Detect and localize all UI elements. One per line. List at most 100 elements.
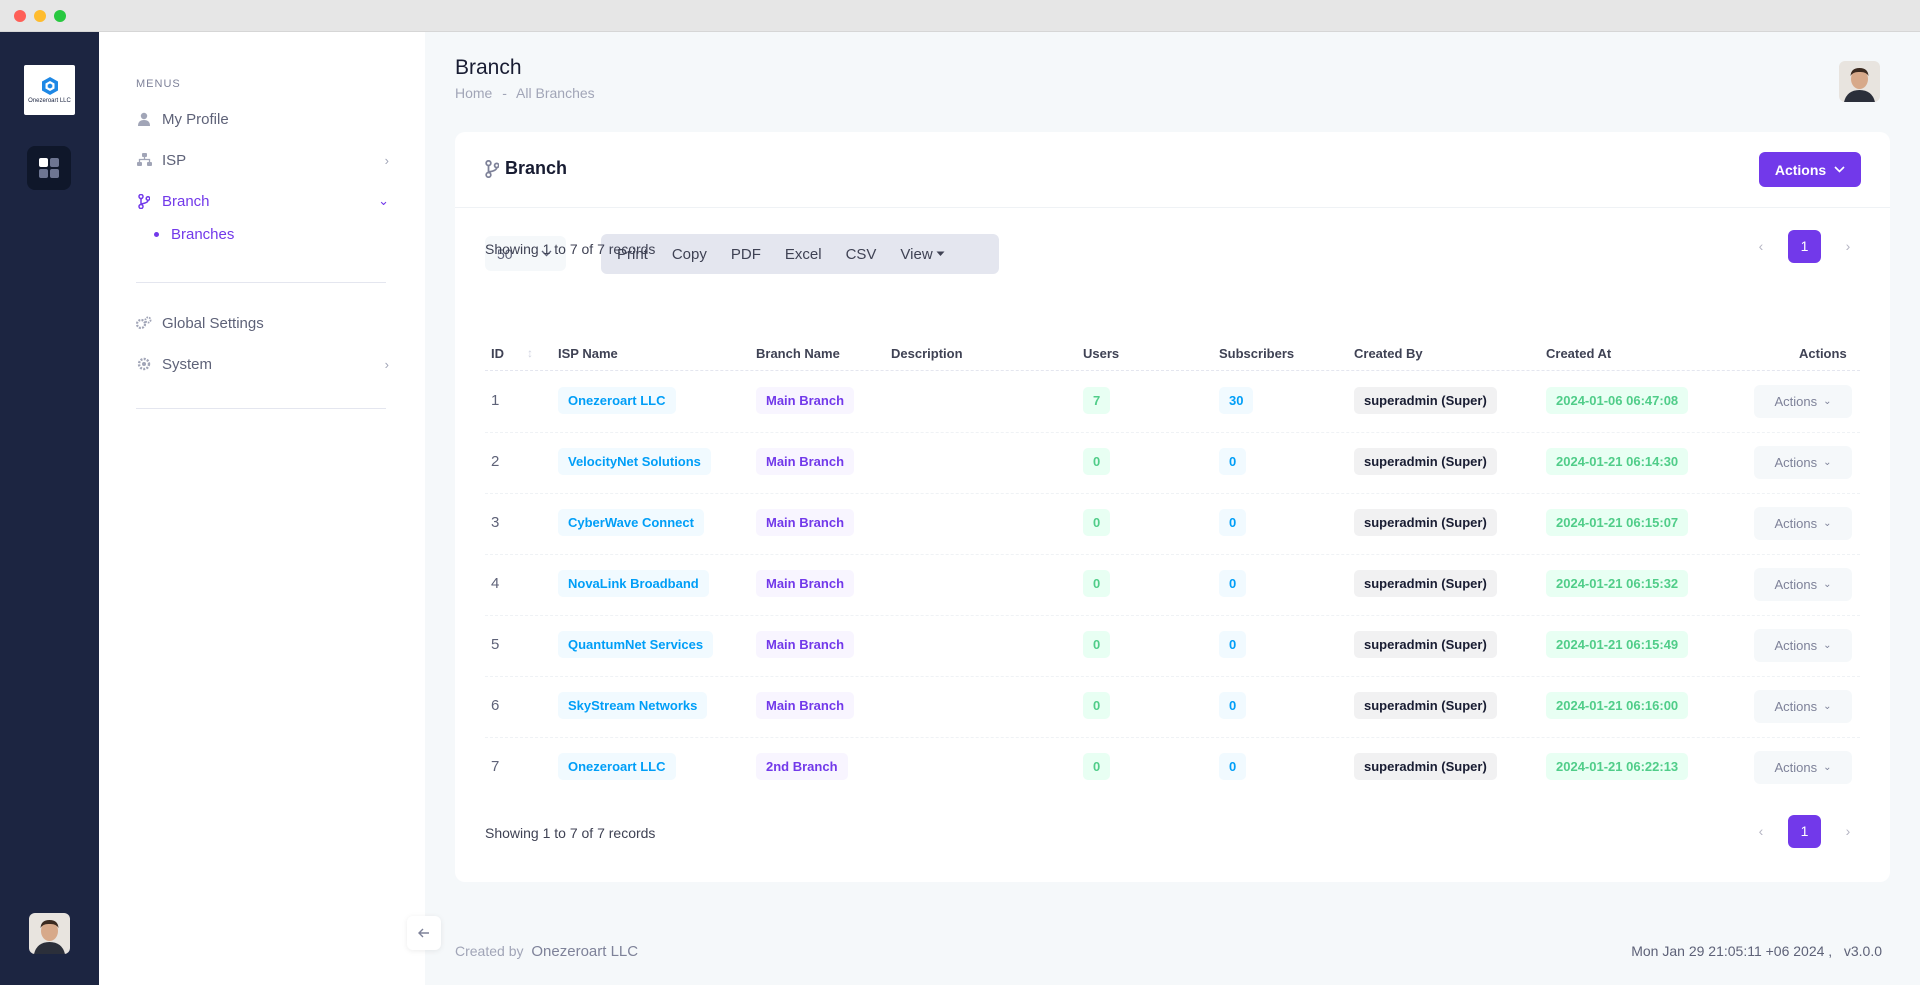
sidebar-subitem-label: Branches: [171, 225, 235, 243]
isp-name-badge[interactable]: Onezeroart LLC: [558, 387, 676, 414]
footer-brand-link[interactable]: Onezeroart LLC: [531, 943, 639, 960]
pagination-bottom: ‹ 1 ›: [1745, 814, 1865, 848]
row-actions-button[interactable]: Actions ⌄: [1754, 507, 1852, 540]
row-actions-button[interactable]: Actions ⌄: [1754, 690, 1852, 723]
records-info-top: Showing 1 to 7 of 7 records: [485, 241, 656, 257]
branch-name-badge[interactable]: Main Branch: [756, 631, 855, 658]
isp-name-badge[interactable]: Onezeroart LLC: [558, 753, 676, 780]
page-number-button[interactable]: 1: [1788, 814, 1821, 848]
window-maximize-button[interactable]: [54, 10, 66, 22]
app-logo[interactable]: Onezeroart LLC: [24, 65, 75, 115]
previous-page-button[interactable]: ‹: [1758, 238, 1764, 254]
sidebar-item-isp[interactable]: ISP ›: [136, 143, 389, 177]
row-actions-label: Actions: [1774, 394, 1818, 409]
isp-name-badge[interactable]: QuantumNet Services: [558, 631, 714, 658]
window-minimize-button[interactable]: [34, 10, 46, 22]
row-actions-button[interactable]: Actions ⌄: [1754, 568, 1852, 601]
column-header-created-at[interactable]: Created At: [1546, 346, 1612, 361]
sidebar-item-branch[interactable]: Branch ⌄: [136, 184, 389, 218]
footer-datetime-version: Mon Jan 29 21:05:11 +06 2024 , v3.0.0: [1631, 943, 1882, 959]
excel-button[interactable]: Excel: [784, 245, 822, 263]
sidebar-subitem-branches[interactable]: Branches: [154, 222, 234, 246]
chevron-down-icon: ⌄: [1823, 701, 1832, 712]
row-actions-button[interactable]: Actions ⌄: [1754, 446, 1852, 479]
window-titlebar: [0, 0, 1920, 32]
copy-button[interactable]: Copy: [671, 245, 707, 263]
sidebar-item-global-settings[interactable]: Global Settings: [136, 306, 389, 340]
column-header-id[interactable]: ID ↕: [491, 346, 533, 361]
subscribers-count-badge: 0: [1219, 448, 1247, 475]
created-by-badge: superadmin (Super): [1354, 387, 1497, 414]
subscribers-count-badge: 0: [1219, 631, 1247, 658]
table-row: 4 NovaLink Broadband Main Branch 0 0 sup…: [485, 555, 1860, 616]
column-header-branch-name[interactable]: Branch Name: [756, 346, 840, 361]
pdf-button[interactable]: PDF: [730, 245, 761, 263]
avatar-photo: [1839, 61, 1880, 102]
csv-button[interactable]: CSV: [845, 245, 877, 263]
row-actions-button[interactable]: Actions ⌄: [1754, 385, 1852, 418]
table-row: 2 VelocityNet Solutions Main Branch 0 0 …: [485, 433, 1860, 494]
users-count-badge: 0: [1083, 570, 1111, 597]
sort-icon: ↕: [527, 346, 533, 360]
created-by-badge: superadmin (Super): [1354, 570, 1497, 597]
header-user-avatar[interactable]: [1839, 61, 1880, 102]
breadcrumb-home[interactable]: Home: [455, 85, 493, 101]
print-button[interactable]: Print: [617, 245, 648, 263]
row-actions-label: Actions: [1774, 516, 1818, 531]
isp-name-badge[interactable]: CyberWave Connect: [558, 509, 704, 536]
branch-name-badge[interactable]: 2nd Branch: [756, 753, 848, 780]
row-actions-label: Actions: [1774, 455, 1818, 470]
created-at-badge: 2024-01-06 06:47:08: [1546, 387, 1689, 414]
sidebar-item-my-profile[interactable]: My Profile: [136, 102, 389, 136]
previous-page-button[interactable]: ‹: [1758, 823, 1764, 839]
chevron-right-icon: ›: [384, 356, 389, 372]
subscribers-count-badge: 0: [1219, 753, 1247, 780]
branch-name-badge[interactable]: Main Branch: [756, 692, 855, 719]
aside-user-avatar[interactable]: [29, 913, 70, 954]
branch-name-badge[interactable]: Main Branch: [756, 509, 855, 536]
isp-name-badge[interactable]: SkyStream Networks: [558, 692, 708, 719]
cogs-icon: [136, 315, 152, 331]
created-at-badge: 2024-01-21 06:16:00: [1546, 692, 1689, 719]
window-close-button[interactable]: [14, 10, 26, 22]
card-actions-button[interactable]: Actions: [1759, 152, 1861, 187]
row-id: 2: [491, 453, 500, 470]
column-header-users[interactable]: Users: [1083, 346, 1120, 361]
sidebar-item-label: Global Settings: [162, 314, 264, 332]
view-dropdown-button[interactable]: View: [888, 234, 956, 274]
chevron-down-icon: ⌄: [1823, 457, 1832, 468]
chevron-down-icon: ⌄: [378, 193, 389, 208]
row-actions-label: Actions: [1774, 760, 1818, 775]
isp-name-badge[interactable]: NovaLink Broadband: [558, 570, 709, 597]
users-count-badge: 0: [1083, 631, 1111, 658]
page-length-select[interactable]: 50: [485, 236, 566, 271]
subscribers-count-badge: 30: [1219, 387, 1254, 414]
logo-text: Onezeroart LLC: [28, 98, 71, 104]
created-by-badge: superadmin (Super): [1354, 448, 1497, 475]
created-by-badge: superadmin (Super): [1354, 753, 1497, 780]
branch-card: Branch Actions 50 Print Copy PDF Excel C…: [455, 132, 1890, 882]
column-header-subscribers[interactable]: Subscribers: [1219, 346, 1295, 361]
next-page-button[interactable]: ›: [1845, 238, 1851, 254]
created-by-badge: superadmin (Super): [1354, 631, 1497, 658]
page-number-button[interactable]: 1: [1788, 229, 1821, 263]
row-actions-button[interactable]: Actions ⌄: [1754, 751, 1852, 784]
next-page-button[interactable]: ›: [1845, 823, 1851, 839]
isp-name-badge[interactable]: VelocityNet Solutions: [558, 448, 711, 475]
card-title-text: Branch: [505, 158, 568, 178]
chevron-down-icon: [1834, 166, 1845, 173]
column-header-description[interactable]: Description: [891, 346, 963, 361]
sidebar-item-system[interactable]: System ›: [136, 347, 389, 381]
actions-label: Actions: [1774, 161, 1827, 178]
branch-name-badge[interactable]: Main Branch: [756, 448, 855, 475]
breadcrumb-separator: -: [502, 85, 507, 101]
row-actions-button[interactable]: Actions ⌄: [1754, 629, 1852, 662]
users-count-badge: 0: [1083, 692, 1111, 719]
sidebar-collapse-button[interactable]: [407, 916, 441, 950]
dashboard-nav-button[interactable]: [27, 146, 71, 190]
branch-name-badge[interactable]: Main Branch: [756, 387, 855, 414]
column-header-created-by[interactable]: Created By: [1354, 346, 1423, 361]
pagination-top: ‹ 1 ›: [1745, 229, 1865, 263]
column-header-isp-name[interactable]: ISP Name: [558, 346, 618, 361]
branch-name-badge[interactable]: Main Branch: [756, 570, 855, 597]
